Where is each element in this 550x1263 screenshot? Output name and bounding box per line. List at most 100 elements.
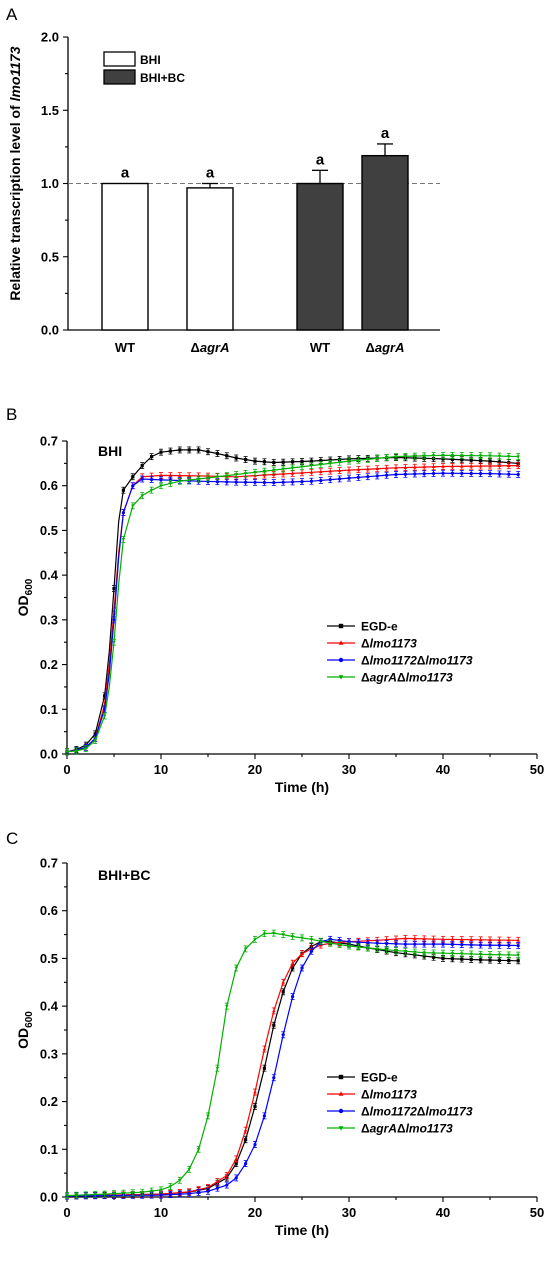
bar-chart-panel-a: 0.0 0.5 1.0 1.5 2.0 a WT a ΔagrA a WT a ΔagrA BHI BHI+…	[7, 30, 440, 355]
data-point	[497, 463, 502, 468]
data-point	[319, 939, 323, 944]
data-point	[159, 484, 163, 488]
data-point	[272, 468, 276, 472]
y-tick-label: 0.7	[40, 856, 58, 871]
data-point	[441, 942, 445, 946]
data-point	[272, 1023, 276, 1027]
data-point	[187, 478, 191, 483]
data-point	[253, 1142, 257, 1147]
data-point	[196, 1148, 201, 1152]
data-point	[309, 459, 313, 463]
series-line	[66, 472, 519, 753]
data-point	[356, 475, 360, 479]
data-point	[234, 1176, 238, 1180]
legend-label: Δlmo1173	[361, 1088, 417, 1102]
data-point	[243, 472, 248, 476]
data-point	[121, 488, 125, 492]
y-tick-label: 0.2	[40, 657, 58, 672]
legend-label: Δlmo1172Δlmo1173	[361, 1105, 473, 1119]
bar	[186, 187, 234, 331]
data-point	[479, 471, 483, 476]
x-tick-label: 50	[530, 1205, 544, 1220]
data-point	[450, 464, 455, 468]
data-point	[338, 1108, 344, 1114]
data-point	[479, 958, 483, 962]
data-point	[281, 480, 285, 484]
series-lmo1173	[65, 934, 521, 1200]
data-point	[441, 471, 445, 475]
data-point	[319, 478, 323, 483]
data-point	[253, 1104, 257, 1108]
data-point	[290, 471, 295, 475]
data-point	[291, 995, 295, 999]
data-point	[196, 477, 201, 481]
data-point	[338, 1074, 344, 1080]
data-point	[450, 942, 454, 946]
data-point	[197, 1190, 201, 1195]
data-point	[460, 454, 464, 458]
data-point	[497, 953, 502, 957]
y-axis-label: Relative transcription level of lmo1173	[7, 46, 23, 300]
data-point	[450, 952, 455, 956]
data-point	[178, 473, 182, 477]
y-tick-label: 0.0	[41, 323, 59, 338]
data-point	[460, 952, 464, 956]
legend-label: EGD-e	[361, 620, 398, 634]
data-point	[290, 961, 295, 965]
series-line	[66, 454, 519, 753]
data-point	[272, 472, 276, 476]
legend-label: ΔagrAΔlmo1173	[361, 671, 453, 685]
data-point	[262, 469, 267, 474]
data-point	[159, 450, 163, 454]
data-point	[272, 1076, 276, 1080]
series-egde	[65, 938, 521, 1200]
legend-label: Δlmo1173	[361, 637, 417, 651]
data-point	[281, 990, 285, 994]
series-egde	[65, 446, 521, 756]
data-point	[516, 959, 520, 963]
data-point	[375, 466, 379, 471]
data-point	[347, 944, 351, 948]
data-point	[516, 938, 520, 942]
data-point	[234, 480, 238, 484]
significance-label: a	[121, 165, 130, 182]
data-point	[225, 474, 229, 478]
data-point	[234, 456, 238, 460]
data-point	[215, 480, 219, 484]
y-tick-label: 0.2	[40, 1094, 58, 1109]
data-point	[131, 475, 135, 479]
data-point	[253, 938, 257, 942]
data-point	[507, 958, 511, 963]
data-point	[309, 938, 314, 942]
data-point	[497, 460, 501, 464]
y-tick-label: 0.6	[40, 903, 58, 918]
x-tick-label: 20	[248, 1205, 262, 1220]
data-point	[291, 480, 295, 484]
data-point	[375, 457, 379, 461]
data-point	[469, 464, 473, 468]
data-point	[403, 942, 407, 946]
legend-label: ΔagrAΔlmo1173	[361, 1122, 453, 1136]
data-point	[450, 471, 454, 475]
data-point	[413, 472, 417, 476]
legend-label: Δlmo1172Δlmo1173	[361, 654, 473, 668]
series-lmo1172lmo1173	[65, 935, 521, 1200]
data-point	[394, 465, 398, 470]
data-point	[337, 943, 342, 947]
data-point	[403, 949, 408, 954]
legend-label: EGD-e	[361, 1071, 398, 1085]
data-point	[234, 1156, 238, 1161]
data-point	[253, 471, 257, 475]
y-tick-label: 1.5	[41, 103, 59, 118]
data-point	[328, 469, 332, 473]
data-point	[244, 457, 248, 462]
data-point	[507, 472, 511, 476]
data-point	[413, 465, 417, 469]
data-point	[356, 458, 361, 463]
data-point	[234, 1162, 238, 1166]
y-tick-label: 0.4	[40, 999, 59, 1014]
data-point	[384, 466, 389, 470]
data-point	[309, 470, 314, 474]
y-tick-label: 1.0	[41, 176, 59, 191]
data-point	[93, 732, 97, 736]
